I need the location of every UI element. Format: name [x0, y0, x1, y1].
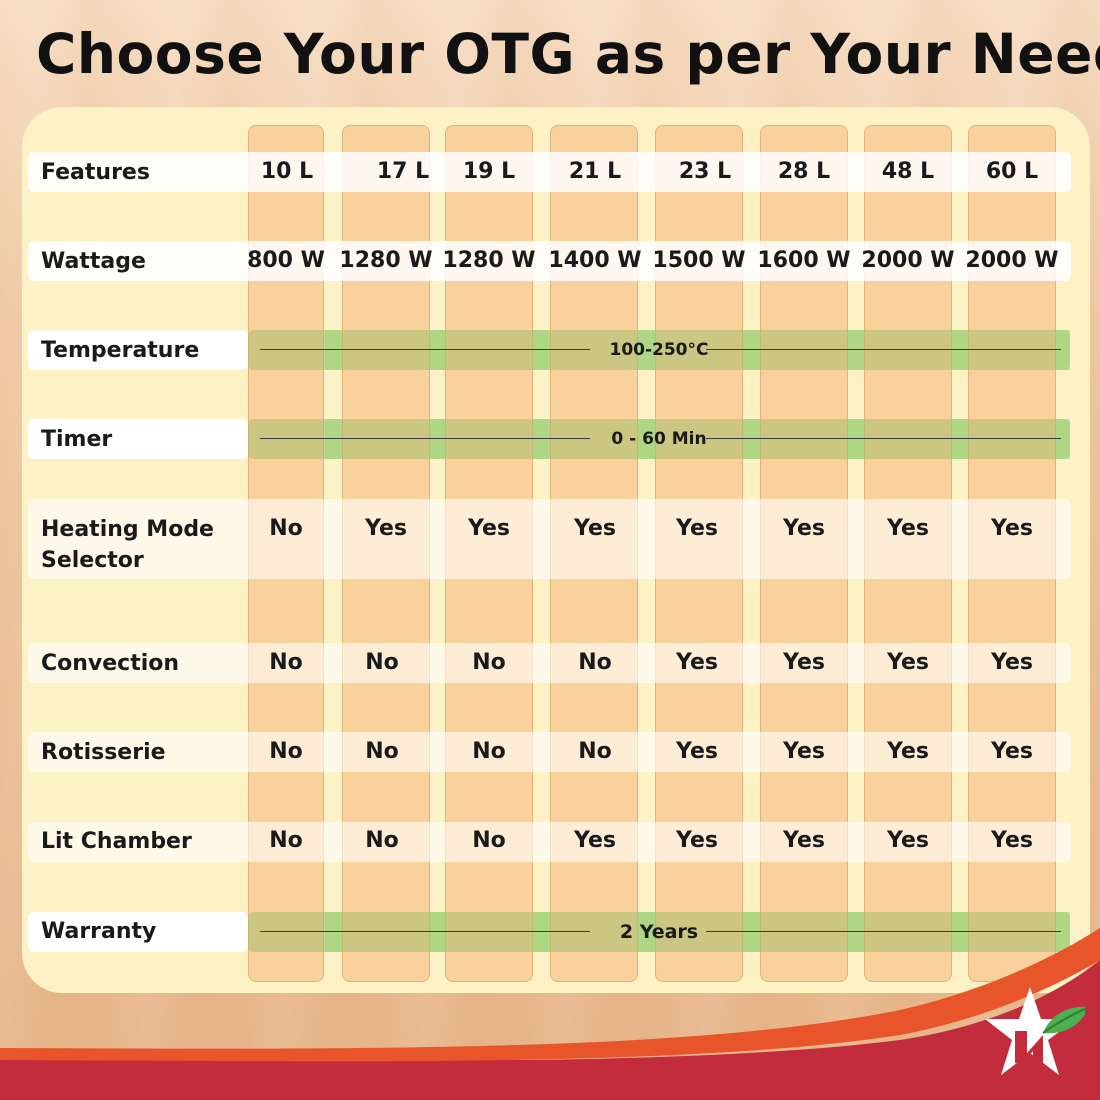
row-bg-temperature — [28, 330, 248, 370]
row-label-temperature: Temperature — [41, 338, 200, 363]
wattage-48l: 2000 W — [861, 248, 955, 273]
lit-chamber-10l: No — [269, 828, 303, 853]
warranty-band: 2 Years — [248, 912, 1070, 952]
heating-21l: Yes — [574, 516, 616, 541]
convection-19l: No — [472, 650, 506, 675]
convection-23l: Yes — [676, 650, 718, 675]
capacity-48l: 48 L — [881, 159, 935, 184]
capacity-28l: 28 L — [777, 159, 831, 184]
convection-17l: No — [365, 650, 399, 675]
row-label-lit-chamber: Lit Chamber — [41, 829, 192, 854]
convection-10l: No — [269, 650, 303, 675]
heating-23l: Yes — [676, 516, 718, 541]
timer-band: 0 - 60 Min — [248, 419, 1070, 459]
row-label-features: Features — [41, 160, 150, 185]
capacity-23l: 23 L — [678, 159, 732, 184]
row-bg-warranty — [28, 912, 248, 952]
capacity-10l: 10 L — [260, 159, 314, 184]
wattage-28l: 1600 W — [757, 248, 851, 273]
row-label-wattage: Wattage — [41, 249, 146, 274]
capacity-17l: 17 L — [376, 159, 430, 184]
rotisserie-17l: No — [365, 739, 399, 764]
capacity-60l: 60 L — [985, 159, 1039, 184]
row-bg-wattage — [28, 241, 1071, 281]
heating-48l: Yes — [887, 516, 929, 541]
rotisserie-23l: Yes — [676, 739, 718, 764]
temperature-value: 100-250°C — [609, 340, 709, 360]
row-bg-lit-chamber — [28, 822, 1071, 862]
heating-19l: Yes — [468, 516, 510, 541]
rotisserie-48l: Yes — [887, 739, 929, 764]
wattage-19l: 1280 W — [442, 248, 536, 273]
row-label-heating-mode-line1: Heating Mode — [41, 517, 214, 542]
row-label-heating-mode-line2: Selector — [41, 548, 144, 573]
wattage-23l: 1500 W — [652, 248, 746, 273]
lit-chamber-19l: No — [472, 828, 506, 853]
timer-value: 0 - 60 Min — [611, 429, 707, 449]
warranty-value: 2 Years — [619, 921, 699, 943]
capacity-21l: 21 L — [568, 159, 622, 184]
rotisserie-19l: No — [472, 739, 506, 764]
row-bg-timer — [28, 419, 248, 459]
convection-21l: No — [578, 650, 612, 675]
convection-60l: Yes — [991, 650, 1033, 675]
lit-chamber-28l: Yes — [783, 828, 825, 853]
wattage-10l: 800 W — [247, 248, 325, 273]
lit-chamber-17l: No — [365, 828, 399, 853]
brand-wave — [0, 928, 1100, 1100]
rotisserie-21l: No — [578, 739, 612, 764]
rotisserie-10l: No — [269, 739, 303, 764]
row-label-warranty: Warranty — [41, 919, 157, 944]
temperature-band: 100-250°C — [248, 330, 1070, 370]
page-title: Choose Your OTG as per Your Need — [36, 22, 1100, 86]
row-bg-rotisserie — [28, 732, 1071, 772]
row-label-timer: Timer — [41, 427, 113, 452]
lit-chamber-60l: Yes — [991, 828, 1033, 853]
convection-28l: Yes — [783, 650, 825, 675]
capacity-19l: 19 L — [462, 159, 516, 184]
wattage-60l: 2000 W — [965, 248, 1059, 273]
wattage-17l: 1280 W — [339, 248, 433, 273]
heating-60l: Yes — [991, 516, 1033, 541]
heating-17l: Yes — [365, 516, 407, 541]
rotisserie-60l: Yes — [991, 739, 1033, 764]
convection-48l: Yes — [887, 650, 929, 675]
row-label-convection: Convection — [41, 651, 180, 676]
rotisserie-28l: Yes — [783, 739, 825, 764]
lit-chamber-48l: Yes — [887, 828, 929, 853]
lit-chamber-21l: Yes — [574, 828, 616, 853]
heating-10l: No — [269, 516, 303, 541]
star-leaf-logo-icon — [985, 987, 1085, 1075]
row-label-rotisserie: Rotisserie — [41, 740, 166, 765]
row-bg-convection — [28, 643, 1071, 683]
lit-chamber-23l: Yes — [676, 828, 718, 853]
row-bg-features — [28, 152, 1071, 192]
row-bg-heating — [28, 499, 1071, 579]
heating-28l: Yes — [783, 516, 825, 541]
wattage-21l: 1400 W — [548, 248, 642, 273]
